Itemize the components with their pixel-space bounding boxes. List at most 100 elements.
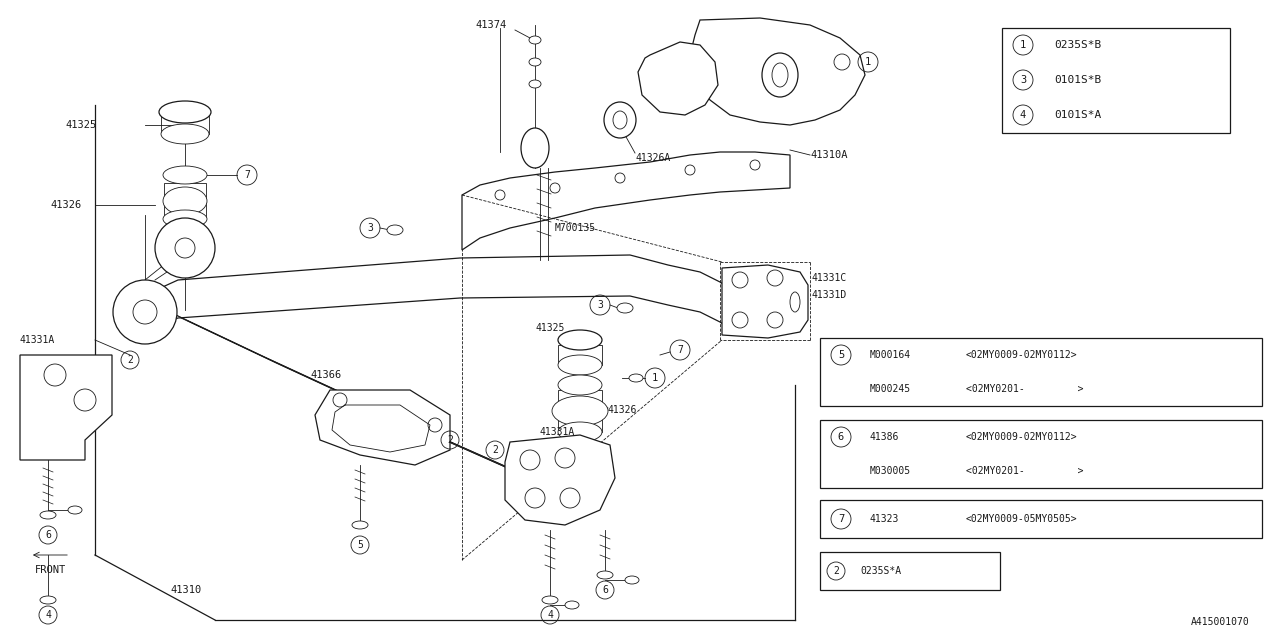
Text: 7: 7 xyxy=(677,345,684,355)
Ellipse shape xyxy=(628,374,643,382)
Bar xyxy=(164,183,206,219)
Text: 3: 3 xyxy=(1020,75,1027,85)
Text: <02MY0201-         >: <02MY0201- > xyxy=(966,466,1083,476)
Text: 41323: 41323 xyxy=(870,514,900,524)
Bar xyxy=(820,420,1262,488)
Text: 41310: 41310 xyxy=(170,585,201,595)
Ellipse shape xyxy=(772,63,788,87)
Ellipse shape xyxy=(163,166,207,184)
Ellipse shape xyxy=(762,53,797,97)
Text: M000245: M000245 xyxy=(870,384,911,394)
Text: 7: 7 xyxy=(244,170,250,180)
Polygon shape xyxy=(637,42,718,115)
Text: 5: 5 xyxy=(838,350,844,360)
Bar xyxy=(820,552,1000,590)
Bar xyxy=(1002,28,1230,133)
Text: M030005: M030005 xyxy=(870,466,911,476)
Ellipse shape xyxy=(596,571,613,579)
Polygon shape xyxy=(690,18,865,125)
Polygon shape xyxy=(462,152,790,250)
Bar xyxy=(161,112,209,134)
Text: 4: 4 xyxy=(547,610,553,620)
Ellipse shape xyxy=(40,511,56,519)
Ellipse shape xyxy=(558,355,602,375)
Ellipse shape xyxy=(521,128,549,168)
Ellipse shape xyxy=(558,375,602,395)
Text: 4: 4 xyxy=(1020,110,1027,120)
Text: 41326: 41326 xyxy=(50,200,81,210)
Text: M700135: M700135 xyxy=(556,223,596,233)
Text: 0101S*A: 0101S*A xyxy=(1053,110,1101,120)
Text: 0235S*A: 0235S*A xyxy=(860,566,901,576)
Text: 41331C: 41331C xyxy=(812,273,847,283)
Ellipse shape xyxy=(175,238,195,258)
Bar xyxy=(820,500,1262,538)
Text: A415001070: A415001070 xyxy=(1192,617,1251,627)
Polygon shape xyxy=(20,355,113,460)
Text: 6: 6 xyxy=(602,585,608,595)
Text: 2: 2 xyxy=(127,355,133,365)
Ellipse shape xyxy=(529,58,541,66)
Bar xyxy=(558,345,602,365)
Text: 2: 2 xyxy=(492,445,498,455)
Text: <02MY0009-05MY0505>: <02MY0009-05MY0505> xyxy=(966,514,1078,524)
Ellipse shape xyxy=(541,596,558,604)
Ellipse shape xyxy=(155,218,215,278)
Ellipse shape xyxy=(163,210,207,228)
Text: <02MY0009-02MY0112>: <02MY0009-02MY0112> xyxy=(966,350,1078,360)
Text: 5: 5 xyxy=(357,540,364,550)
Text: FRONT: FRONT xyxy=(35,565,67,575)
Text: M000164: M000164 xyxy=(870,350,911,360)
Ellipse shape xyxy=(790,292,800,312)
Text: 1: 1 xyxy=(1020,40,1027,50)
Ellipse shape xyxy=(529,80,541,88)
Text: <02MY0201-         >: <02MY0201- > xyxy=(966,384,1083,394)
Ellipse shape xyxy=(604,102,636,138)
Ellipse shape xyxy=(835,54,850,70)
Text: <02MY0009-02MY0112>: <02MY0009-02MY0112> xyxy=(966,432,1078,442)
Ellipse shape xyxy=(40,596,56,604)
Ellipse shape xyxy=(558,330,602,350)
Text: 41325: 41325 xyxy=(65,120,96,130)
Text: 0235S*B: 0235S*B xyxy=(1053,40,1101,50)
Ellipse shape xyxy=(625,576,639,584)
Bar xyxy=(820,338,1262,406)
Ellipse shape xyxy=(113,280,177,344)
Text: 41325: 41325 xyxy=(535,323,564,333)
Text: 4: 4 xyxy=(45,610,51,620)
Ellipse shape xyxy=(387,225,403,235)
Text: 0101S*B: 0101S*B xyxy=(1053,75,1101,85)
Text: 1: 1 xyxy=(865,57,872,67)
Text: 41326: 41326 xyxy=(608,405,637,415)
Bar xyxy=(558,390,602,432)
Ellipse shape xyxy=(617,303,634,313)
Text: 7: 7 xyxy=(838,514,844,524)
Ellipse shape xyxy=(613,111,627,129)
Text: 41374: 41374 xyxy=(475,20,507,30)
Ellipse shape xyxy=(163,187,207,215)
Text: 1: 1 xyxy=(652,373,658,383)
Polygon shape xyxy=(506,435,614,525)
Ellipse shape xyxy=(68,506,82,514)
Text: 41331D: 41331D xyxy=(812,290,847,300)
Text: 2: 2 xyxy=(833,566,838,576)
Text: 41331A: 41331A xyxy=(20,335,55,345)
Text: 2: 2 xyxy=(447,435,453,445)
Ellipse shape xyxy=(161,124,209,144)
Ellipse shape xyxy=(352,521,369,529)
Ellipse shape xyxy=(529,36,541,44)
Text: 3: 3 xyxy=(367,223,372,233)
Ellipse shape xyxy=(564,601,579,609)
Ellipse shape xyxy=(558,422,602,442)
Text: 3: 3 xyxy=(596,300,603,310)
Text: 41331A: 41331A xyxy=(540,427,575,437)
Text: 41326A: 41326A xyxy=(635,153,671,163)
Text: 41366: 41366 xyxy=(310,370,342,380)
Text: 41310A: 41310A xyxy=(810,150,847,160)
Ellipse shape xyxy=(133,300,157,324)
Polygon shape xyxy=(722,265,808,338)
Text: 41386: 41386 xyxy=(870,432,900,442)
Text: 6: 6 xyxy=(45,530,51,540)
Polygon shape xyxy=(315,390,451,465)
Text: 6: 6 xyxy=(838,432,844,442)
